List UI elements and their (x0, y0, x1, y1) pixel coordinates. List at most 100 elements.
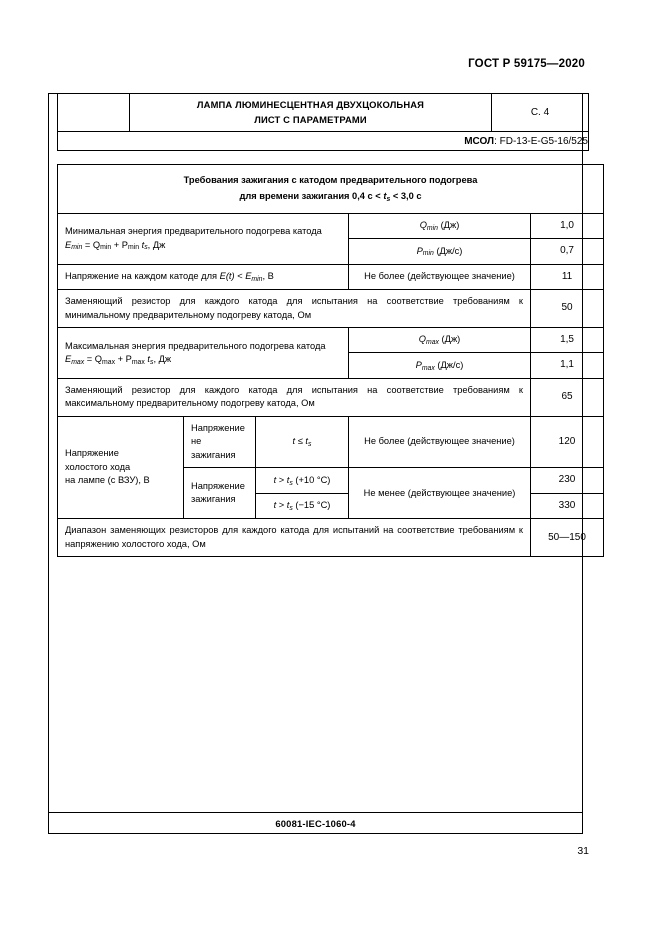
resistor-range-label: Диапазон заменяющих резисторов для каждо… (57, 518, 531, 558)
cond-ts1: ts (305, 436, 312, 449)
cond-t2-sub: s (289, 479, 293, 487)
no-ignition-requirement: Не более (действующее значение) (348, 415, 531, 469)
cond-t3b: t (286, 500, 290, 511)
min-energy-formula: Emin = Qmin + Pmin ts, Дж (65, 239, 341, 252)
table-row-max-energy-q: Максимальная энергия предварительного по… (57, 326, 605, 379)
page-label-cell: С. 4 (491, 93, 589, 132)
q-max-letter: Q (418, 334, 426, 345)
cv-suffix: , В (262, 271, 274, 282)
no-ignition-value: 120 (529, 415, 605, 469)
table-row-min-resistor: Заменяющий резистор для каждого катода д… (57, 289, 605, 328)
min-energy-label: Минимальная энергия предварительного под… (57, 212, 349, 265)
cv-e2: E (245, 271, 252, 282)
p-max-sub: max (421, 364, 435, 372)
title-block-row: ЛАМПА ЛЮМИНЕСЦЕНТНАЯ ДВУХЦОКОЛЬНАЯ ЛИСТ … (57, 93, 589, 132)
cv-e2-sub: min (251, 275, 263, 283)
open-circuit-voltage-label: Напряжение холостого хода на лампе (с ВЗ… (57, 415, 184, 520)
max-energy-label-line1: Максимальная энергия предварительного по… (65, 340, 326, 351)
table-row-min-energy-p: Pmin (Дж/с) 0,7 (58, 238, 605, 265)
q-min-symbol: Qmin (420, 220, 438, 232)
no-ignition-line-2: не зажигания (191, 436, 236, 460)
ignition-value-cold: 330 (529, 492, 605, 520)
code-row: МСОЛ: FD-13-E-G5-16/525 (57, 131, 589, 151)
formula-p-max-sub: max (131, 358, 145, 366)
p-unit: (Дж/с) (433, 245, 463, 256)
cond-t1-sub: s (308, 441, 312, 449)
min-energy-label-line1: Минимальная энергия предварительного под… (65, 226, 322, 237)
max-energy-param-q: Qmax (Дж) (348, 326, 531, 354)
max-energy-formula: Emax = Qmax + Pmax ts, Дж (65, 353, 341, 366)
cathode-voltage-value: 11 (529, 263, 605, 291)
lamp-code-label: МСОЛ (464, 135, 495, 147)
formula-e-sub: min (71, 244, 83, 252)
min-energy-param-q: Qmin (Дж) (348, 212, 531, 240)
header-var-t: t (383, 191, 387, 202)
cond-op1: ≤ (295, 436, 306, 447)
formula-emin: Emin (65, 239, 83, 252)
cond-temp-warm: (+10 °C) (292, 474, 331, 485)
cond-ts2: ts (287, 475, 293, 487)
ignition-requirements-header: Требования зажигания с катодом предварит… (56, 164, 605, 214)
cond-t3-sub: s (289, 505, 293, 513)
cond-temp-cold: (−15 °C) (292, 500, 331, 511)
ignition-line-2: зажигания (191, 494, 236, 505)
ocv-line-1: Напряжение (65, 448, 119, 459)
ignition-requirement: Не менее (действующее значение) (348, 467, 531, 520)
footer-reference: 60081-IEC-1060-4 (275, 818, 356, 829)
formula-e-max-sub: max (71, 358, 85, 366)
ocv-line-3: на лампе (с ВЗУ), В (65, 475, 150, 486)
cond-ts3: ts (286, 500, 293, 513)
cond-t1: t (292, 436, 296, 447)
cond-t2: t (273, 474, 277, 485)
cond-op3: > (276, 500, 287, 511)
cond-t1b: t (305, 436, 309, 447)
min-energy-param-p: Pmin (Дж/с) (348, 238, 531, 265)
max-resistor-value: 65 (529, 377, 605, 417)
cond-t3: t (273, 500, 277, 511)
cv-t: (t) (225, 271, 235, 282)
header-line-2-suffix: < 3,0 с (390, 191, 422, 202)
q-max-unit: (Дж) (438, 334, 461, 345)
standard-designation: ГОСТ Р 59175—2020 (468, 58, 585, 70)
ignition-condition-warm: t > ts (+10 °C) (255, 467, 349, 494)
ocv-line-2: холостого хода (65, 461, 131, 472)
title-line-2: ЛИСТ С ПАРАМЕТРАМИ (254, 113, 367, 125)
cathode-voltage-label: Напряжение на каждом катоде для E(t) < E… (57, 263, 349, 291)
p-sub: min (422, 250, 434, 258)
p-max-symbol: Pmax (415, 359, 435, 372)
table-row-cathode-voltage: Напряжение на каждом катоде для E(t) < E… (57, 263, 605, 291)
table-row-max-resistor: Заменяющий резистор для каждого катода д… (57, 377, 605, 417)
header-var-sub: s (386, 196, 391, 204)
resistor-range-value: 50—150 (529, 518, 605, 558)
max-resistor-label: Заменяющий резистор для каждого катода д… (57, 377, 531, 417)
formula-p-sub: min (127, 244, 140, 252)
p-min-symbol: Pmin (417, 246, 434, 258)
lamp-code-value: FD-13-E-G5-16/525 (499, 135, 588, 147)
formula-emax: Emax (65, 354, 85, 366)
formula-t: ts (139, 240, 148, 252)
lamp-code-cell: МСОЛ: FD-13-E-G5-16/525 (57, 131, 589, 151)
cathode-voltage-emin: Emin (245, 271, 263, 283)
max-energy-value-p: 1,1 (529, 352, 605, 379)
ignition-condition-cold: t > ts (−15 °C) (255, 492, 349, 520)
no-ignition-sublabel: Напряжение не зажигания (183, 415, 256, 469)
title-block-table: ЛАМПА ЛЮМИНЕСЦЕНТНАЯ ДВУХЦОКОЛЬНАЯ ЛИСТ … (57, 93, 589, 151)
p-max-unit: (Дж/с) (434, 359, 464, 370)
table-row-ignition-voltage-warm: Напряжение зажигания t > ts (+10 °C) Не … (58, 467, 605, 520)
max-energy-param-p: Pmax (Дж/с) (348, 352, 531, 379)
formula-rest2: + P (111, 239, 128, 250)
q-max-sub: max (425, 339, 439, 347)
formula-e: E (65, 239, 72, 250)
p-max-letter: P (415, 359, 422, 370)
ignition-line-1: Напряжение (191, 480, 245, 491)
q-unit: (Дж) (438, 220, 460, 231)
table-row-ignition-voltage-cold: t > ts (−15 °C) 330 (58, 492, 605, 520)
title-main-cell: ЛАМПА ЛЮМИНЕСЦЕНТНАЯ ДВУХЦОКОЛЬНАЯ ЛИСТ … (129, 93, 492, 132)
min-energy-value-p: 0,7 (529, 238, 605, 265)
no-ignition-line-1: Напряжение (191, 422, 245, 433)
table-row-max-energy-p: Pmax (Дж/с) 1,1 (58, 352, 605, 379)
header-line-2: для времени зажигания 0,4 с < ts < 3,0 с (64, 188, 597, 204)
table-header-row: Требования зажигания с катодом предварит… (56, 164, 605, 214)
min-energy-value-q: 1,0 (529, 212, 605, 240)
title-blank-cell (57, 93, 130, 132)
